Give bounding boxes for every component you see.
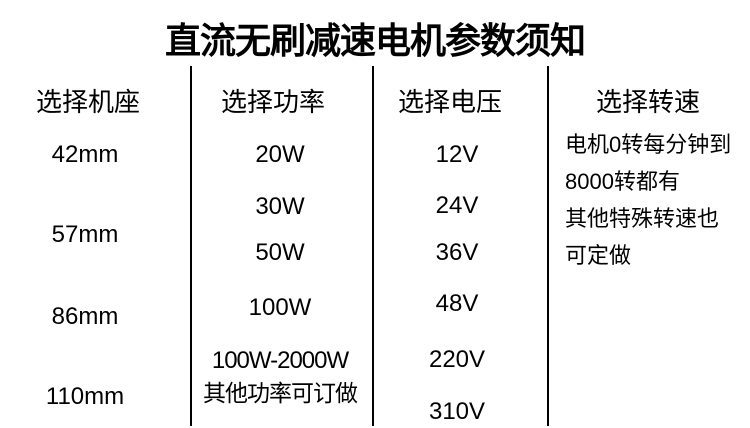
header-frame-size: 选择机座 [35, 87, 140, 117]
power-option: 50W [255, 239, 305, 266]
power-option: 100W-2000W [211, 347, 349, 374]
speed-note-line: 8000转都有 [565, 169, 680, 194]
voltage-option: 12V [435, 141, 479, 168]
voltage-option: 24V [435, 192, 479, 219]
header-speed: 选择转速 [595, 87, 700, 117]
power-column: 20W 30W 50W 100W 100W-2000W 其他功率可订做 [195, 0, 365, 428]
power-option: 30W [255, 193, 305, 220]
speed-column: 电机0转每分钟到 8000转都有 其他特殊转速也 可定做 [565, 126, 750, 274]
frame-size-option: 110mm [45, 383, 125, 410]
frame-size-option: 57mm [51, 221, 119, 248]
speed-note-line: 其他特殊转速也 [565, 206, 720, 231]
voltage-option: 36V [435, 239, 479, 266]
speed-note-line: 可定做 [565, 243, 632, 268]
voltage-option: 220V [428, 346, 486, 373]
frame-size-column: 42mm 57mm 86mm 110mm [0, 0, 170, 428]
power-option: 100W [248, 294, 312, 321]
voltage-option: 48V [435, 290, 479, 317]
speed-note-line: 电机0转每分钟到 [565, 132, 732, 157]
column-divider [547, 66, 549, 426]
power-option: 20W [255, 141, 305, 168]
page-title: 直流无刷减速电机参数须知 [164, 20, 586, 61]
voltage-column: 12V 24V 36V 48V 220V 310V [372, 0, 542, 428]
frame-size-option: 86mm [51, 303, 119, 330]
header-voltage: 选择电压 [397, 87, 502, 117]
power-custom-note: 其他功率可订做 [203, 380, 358, 406]
voltage-option: 310V [428, 398, 486, 425]
header-power: 选择功率 [220, 87, 325, 117]
column-divider [190, 66, 192, 426]
column-divider [372, 66, 374, 426]
frame-size-option: 42mm [51, 141, 119, 168]
